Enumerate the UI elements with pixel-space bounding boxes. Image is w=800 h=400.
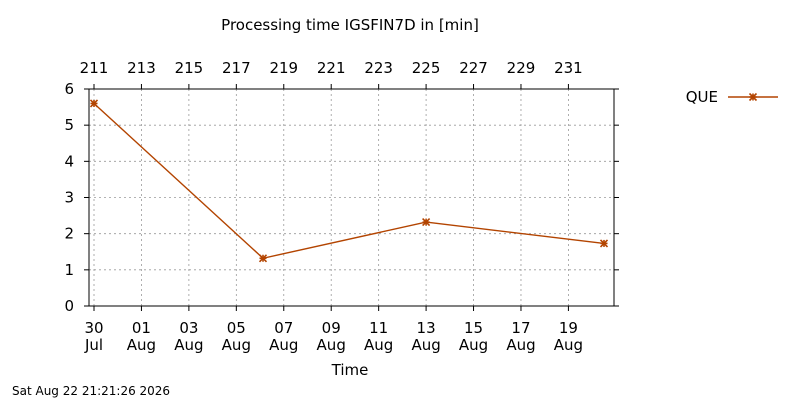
x-tick-month-label: Aug — [506, 336, 535, 354]
x-axis-top: 211 213 215 217 219 221 223 225 227 229 231 — [80, 59, 583, 89]
y-tick-label: 6 — [64, 80, 74, 98]
x-tick-month-label: Aug — [222, 336, 251, 354]
legend-marker — [748, 92, 758, 102]
data-point — [599, 239, 609, 248]
x-axis-bottom: 30Jul01Aug03Aug05Aug07Aug09Aug11Aug13Aug… — [84, 306, 583, 354]
x-tick-day-label: 30 — [84, 319, 103, 337]
y-tick-label: 0 — [64, 297, 74, 315]
x-tick-day-label: 19 — [559, 319, 578, 337]
top-tick-label: 231 — [554, 59, 583, 77]
y-tick-label: 1 — [64, 261, 74, 279]
series-layer — [89, 99, 609, 263]
x-tick-day-label: 03 — [179, 319, 198, 337]
top-tick-label: 219 — [269, 59, 298, 77]
x-tick-month-label: Aug — [554, 336, 583, 354]
x-tick-month-label: Aug — [364, 336, 393, 354]
chart-title: Processing time IGSFIN7D in [min] — [221, 16, 479, 34]
y-tick-label: 2 — [64, 225, 74, 243]
x-axis-label: Time — [331, 361, 369, 379]
top-tick-label: 225 — [412, 59, 441, 77]
x-tick-month-label: Aug — [459, 336, 488, 354]
top-tick-label: 223 — [364, 59, 393, 77]
x-tick-day-label: 17 — [511, 319, 530, 337]
top-tick-label: 229 — [507, 59, 536, 77]
x-tick-month-label: Aug — [411, 336, 440, 354]
x-tick-day-label: 13 — [417, 319, 436, 337]
x-tick-day-label: 09 — [322, 319, 341, 337]
x-tick-day-label: 11 — [369, 319, 388, 337]
x-tick-day-label: 05 — [227, 319, 246, 337]
x-tick-month-label: Jul — [84, 336, 103, 354]
data-point — [258, 254, 268, 263]
x-tick-month-label: Aug — [174, 336, 203, 354]
data-point — [89, 99, 99, 108]
series-line-que — [93, 102, 605, 260]
top-tick-label: 211 — [80, 59, 109, 77]
x-tick-day-label: 01 — [132, 319, 151, 337]
top-tick-label: 213 — [127, 59, 156, 77]
top-tick-label: 215 — [175, 59, 204, 77]
grid — [89, 89, 614, 306]
x-tick-month-label: Aug — [127, 336, 156, 354]
legend-label: QUE — [686, 88, 718, 106]
data-point — [422, 218, 431, 227]
x-tick-month-label: Aug — [269, 336, 298, 354]
y-tick-label: 4 — [64, 152, 74, 170]
y-axis: 0 1 2 3 4 5 6 — [64, 80, 619, 315]
footer-timestamp: Sat Aug 22 21:21:26 2026 — [12, 384, 170, 398]
y-tick-label: 5 — [64, 116, 74, 134]
legend: QUE — [686, 88, 778, 106]
x-tick-month-label: Aug — [317, 336, 346, 354]
top-tick-label: 227 — [459, 59, 488, 77]
top-tick-label: 217 — [222, 59, 251, 77]
x-tick-day-label: 15 — [464, 319, 483, 337]
y-tick-label: 3 — [64, 189, 74, 207]
top-tick-label: 221 — [317, 59, 346, 77]
x-tick-day-label: 07 — [274, 319, 293, 337]
